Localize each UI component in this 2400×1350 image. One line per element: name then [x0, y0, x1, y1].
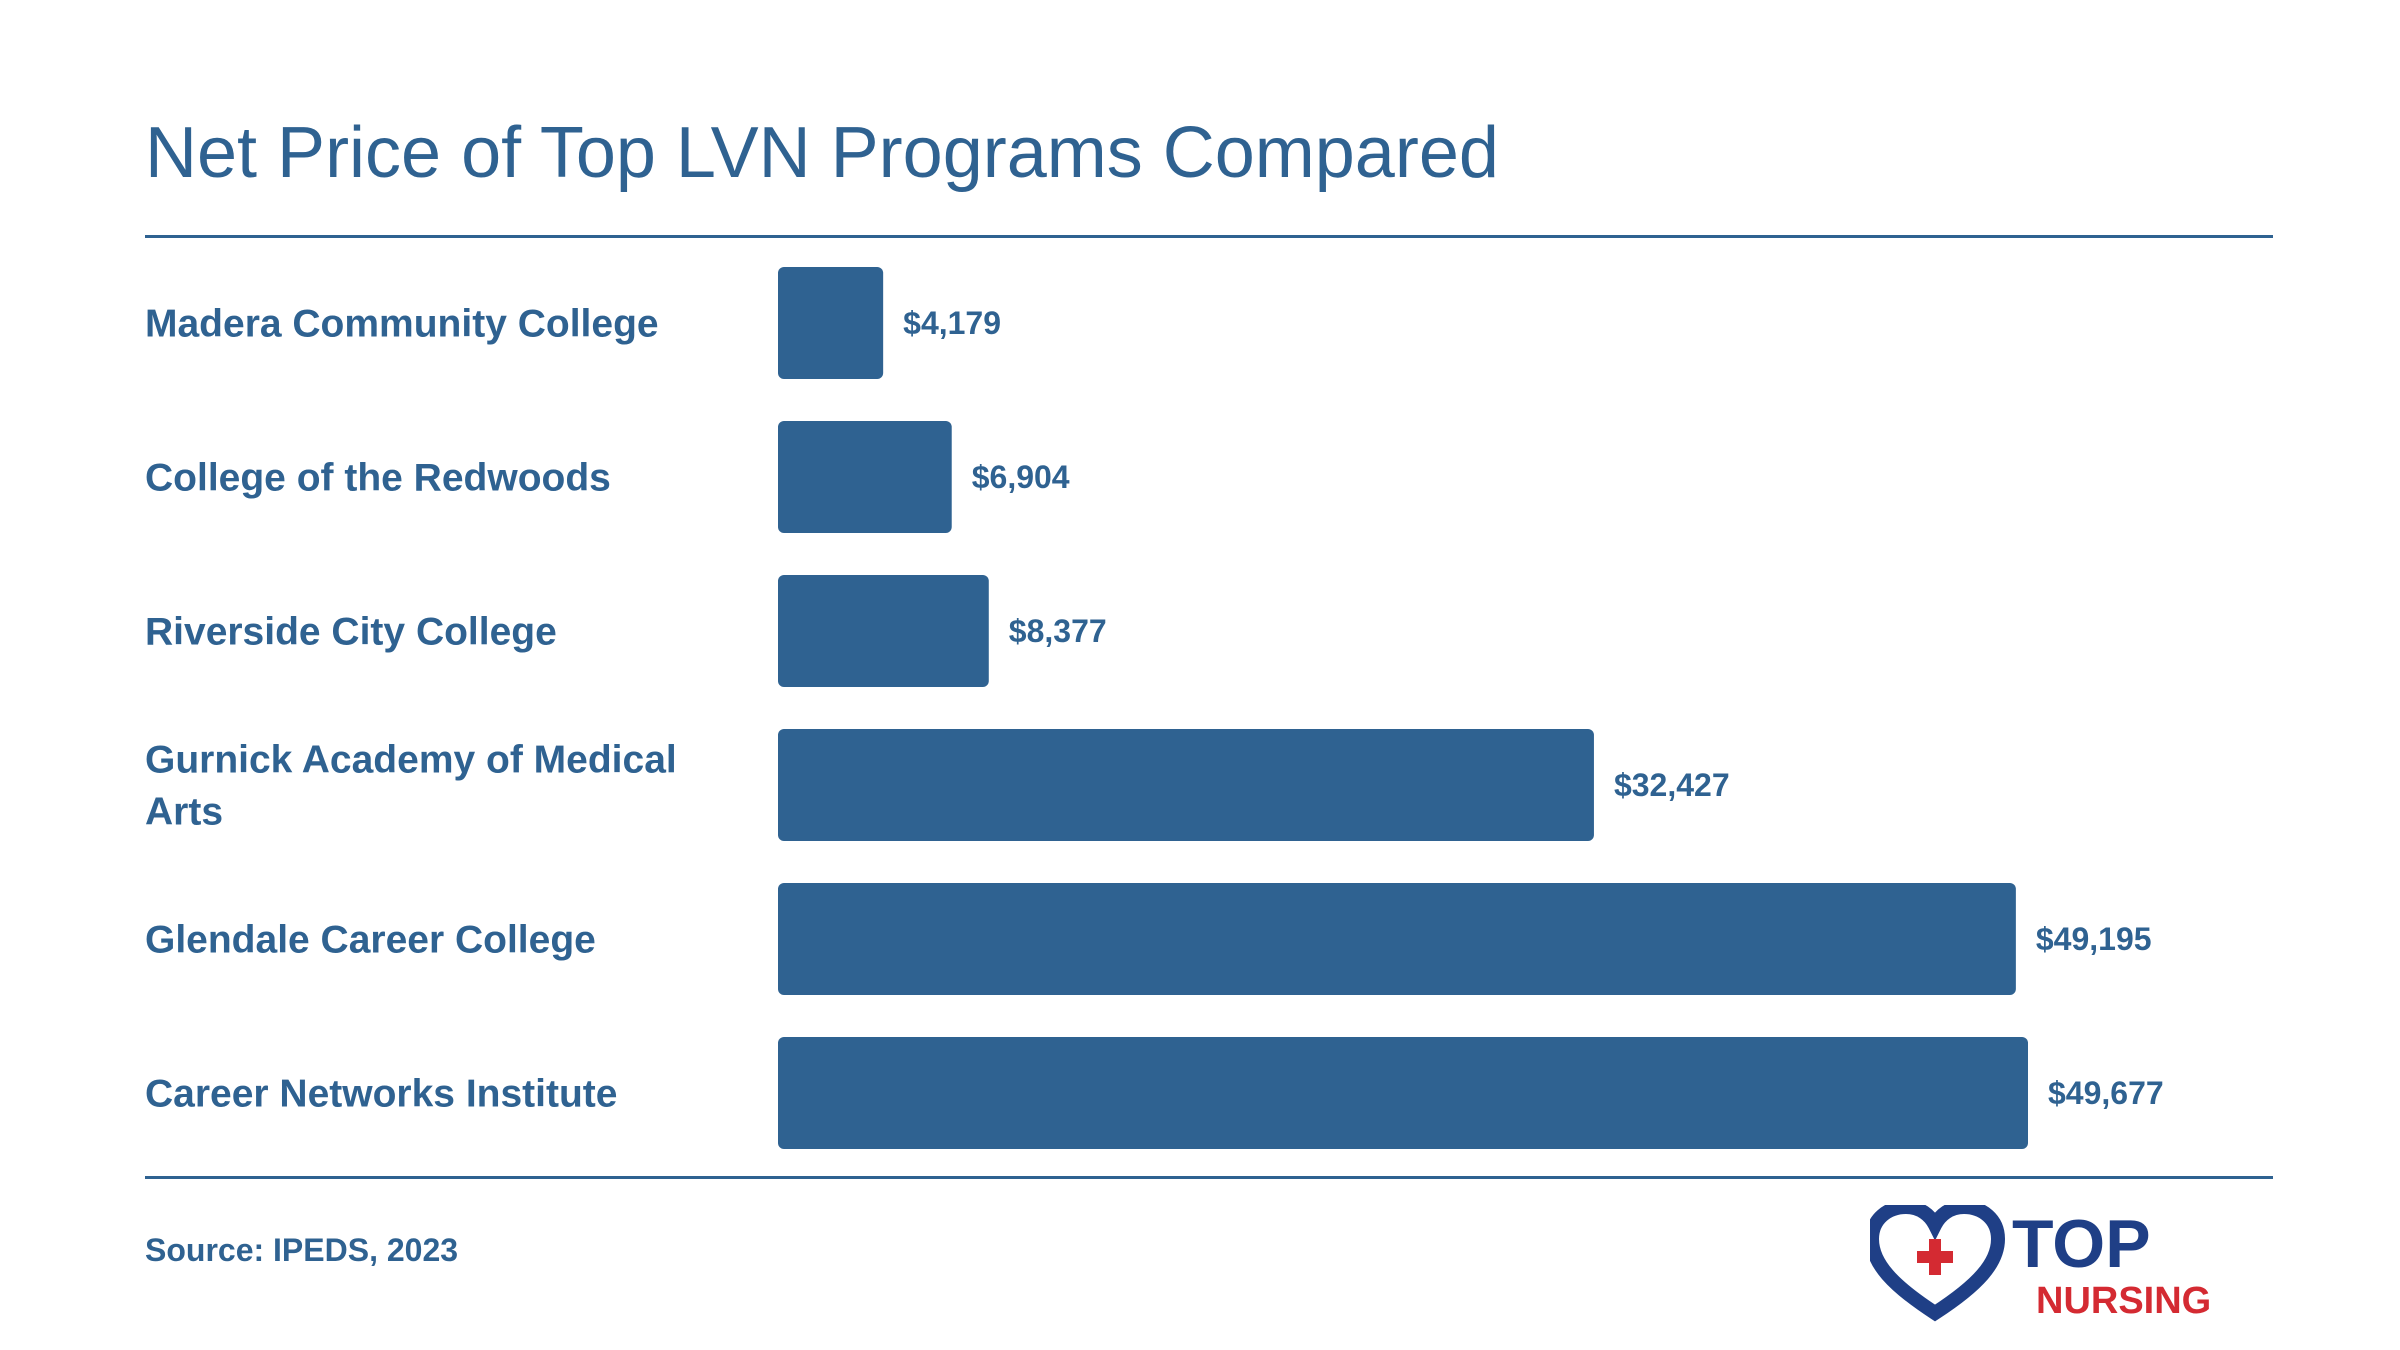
value-label: $8,377: [1009, 613, 1107, 649]
top-divider: [145, 235, 2273, 238]
top-nursing-logo: TOP NURSING: [1870, 1205, 2211, 1322]
value-label: $4,179: [903, 305, 1001, 341]
category-label: Glendale Career College: [145, 919, 596, 962]
value-label: $49,195: [2036, 921, 2152, 957]
source-note: Source: IPEDS, 2023: [145, 1232, 459, 1268]
bottom-divider: [145, 1176, 2273, 1179]
logo-text-top: TOP: [2012, 1206, 2151, 1282]
bar: [778, 1037, 2028, 1149]
category-label: Madera Community College: [145, 303, 659, 346]
heart-cross-icon: [1870, 1205, 2006, 1322]
category-label: Riverside City College: [145, 611, 557, 654]
bar: [778, 575, 989, 687]
category-label: Gurnick Academy of Medical Arts: [145, 739, 677, 834]
category-label: College of the Redwoods: [145, 457, 611, 500]
bar: [778, 883, 2016, 995]
value-label: $49,677: [2048, 1075, 2164, 1111]
bar: [778, 267, 884, 379]
bar: [778, 421, 952, 533]
bar: [778, 729, 1594, 841]
logo-text-bottom: NURSING: [2036, 1280, 2211, 1322]
value-label: $6,904: [972, 459, 1070, 495]
category-label: Career Networks Institute: [145, 1073, 617, 1116]
value-label: $32,427: [1614, 767, 1730, 803]
chart-title: Net Price of Top LVN Programs Compared: [145, 113, 1499, 193]
